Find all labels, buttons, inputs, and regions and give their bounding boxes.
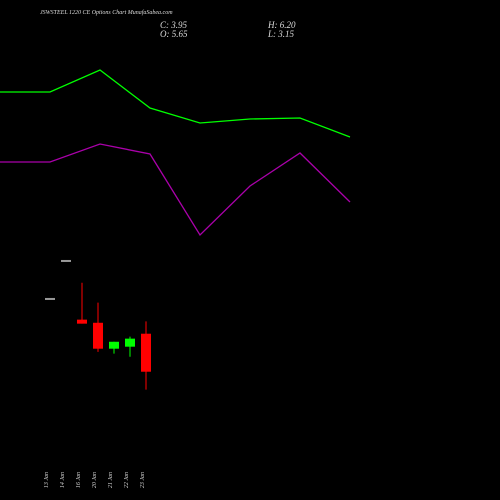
close-label: C: 3.95 bbox=[160, 20, 188, 30]
candle-body bbox=[125, 338, 135, 347]
indicator-line bbox=[0, 69, 351, 138]
indicator-line bbox=[0, 143, 351, 237]
open-label: O: 5.65 bbox=[160, 29, 188, 39]
x-tick-label: 23 Jan bbox=[140, 472, 146, 488]
low-label: L: 3.15 bbox=[267, 29, 295, 39]
high-label: H: 6.20 bbox=[267, 20, 296, 30]
candle-body bbox=[61, 259, 71, 262]
chart-title: JSWSTEEL 1220 CE Options Chart MunafaSab… bbox=[40, 9, 173, 16]
candle-body bbox=[77, 319, 87, 324]
candle-body bbox=[45, 297, 55, 300]
candle-body bbox=[109, 341, 119, 349]
x-tick-label: 20 Jan bbox=[92, 472, 98, 488]
x-tick-label: 22 Jan bbox=[124, 472, 130, 488]
x-tick-label: 13 Jan bbox=[44, 472, 50, 488]
candle-body bbox=[93, 322, 103, 349]
candle-body bbox=[141, 333, 151, 372]
x-tick-label: 21 Jan bbox=[108, 472, 114, 488]
x-tick-label: 14 Jan bbox=[59, 472, 66, 488]
x-tick-label: 16 Jan bbox=[76, 472, 82, 488]
